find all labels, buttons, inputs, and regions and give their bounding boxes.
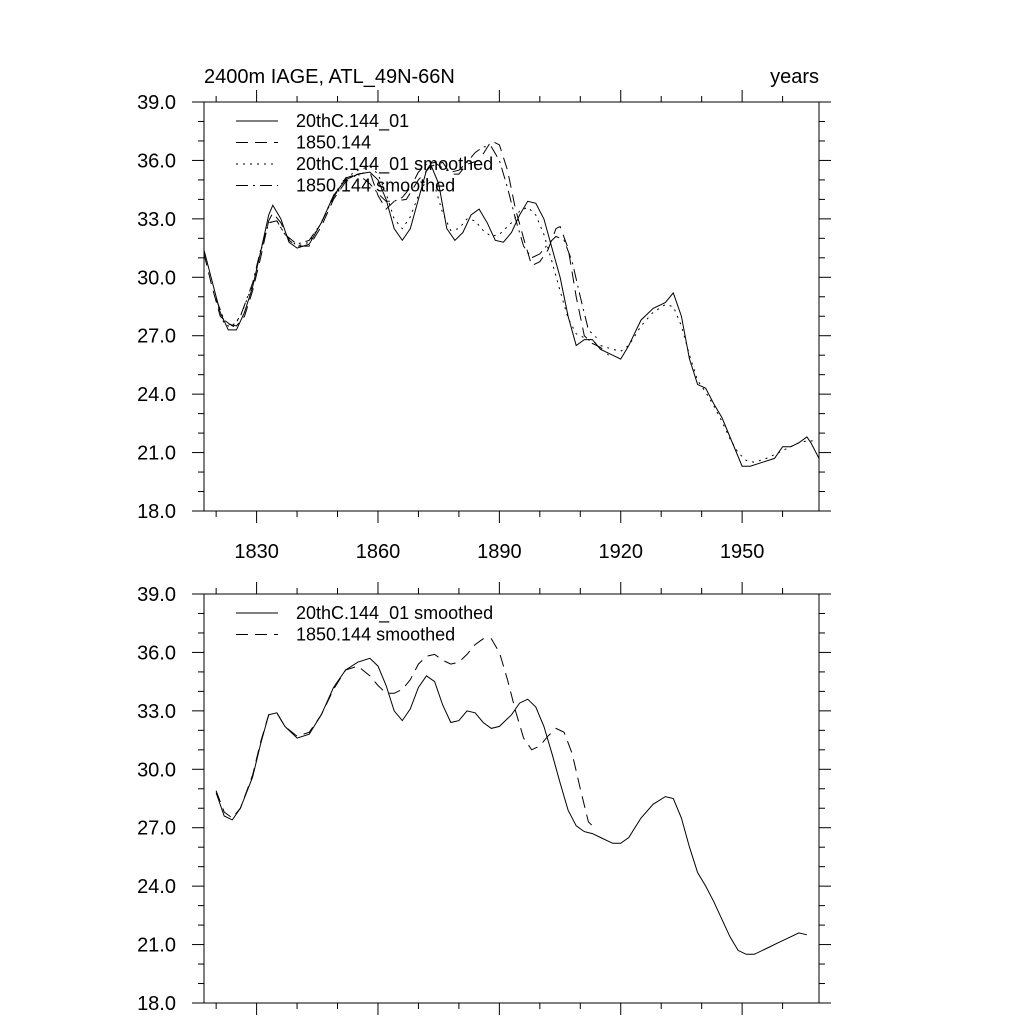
y-tick-label: 39.0 <box>137 584 176 606</box>
y-tick-label: 39.0 <box>137 92 176 114</box>
y-tick-label: 36.0 <box>137 642 176 664</box>
x-tick-label: 1950 <box>720 541 765 563</box>
chart-title: 2400m IAGE, ATL_49N-66N <box>204 66 455 88</box>
x-tick-label: 1920 <box>598 541 643 563</box>
legend-label: 20thC.144_01 <box>296 111 409 132</box>
legend-label: 1850.144 smoothed <box>296 625 455 645</box>
x-tick-label: 1860 <box>356 541 401 563</box>
y-tick-label: 30.0 <box>137 267 176 289</box>
plot-frame <box>203 101 820 512</box>
series-line-20thc-144-01-smoothed <box>215 165 815 463</box>
units-label: years <box>770 66 819 88</box>
series-line-1850-144 <box>204 140 609 356</box>
x-tick-label: 1830 <box>234 541 279 563</box>
y-tick-label: 27.0 <box>137 326 176 348</box>
y-tick-label: 18.0 <box>137 993 176 1015</box>
y-tick-label: 24.0 <box>137 876 176 898</box>
y-tick-label: 27.0 <box>137 818 176 840</box>
series-line-20thc-144-01-smoothed <box>215 657 808 955</box>
y-tick-label: 21.0 <box>137 443 176 465</box>
y-tick-label: 30.0 <box>137 759 176 781</box>
x-tick-label: 1890 <box>477 541 522 563</box>
top-panel: 1830 1860 1890 1920 1950 18.0 21.0 24.0 27.0 30.0… <box>137 90 831 563</box>
series-line-1850-144-smoothed <box>215 146 597 339</box>
y-tick-label: 18.0 <box>137 501 176 523</box>
legend-label: 20thC.144_01 smoothed <box>296 603 493 624</box>
series-line-20thc-144-01 <box>204 163 819 467</box>
series-line-1850-144-smoothed <box>215 638 597 831</box>
bottom-panel: 18.0 21.0 24.0 27.0 30.0 33.0 36.0 39.0 20thC.14… <box>137 582 831 1015</box>
y-tick-label: 36.0 <box>137 150 176 172</box>
y-tick-label: 21.0 <box>137 935 176 957</box>
y-tick-label: 33.0 <box>137 209 176 231</box>
legend-label: 1850.144 smoothed <box>296 176 455 196</box>
legend-label: 1850.144 <box>296 133 371 153</box>
legend-label: 20thC.144_01 smoothed <box>296 154 493 175</box>
plot-frame <box>203 593 820 1004</box>
y-tick-label: 33.0 <box>137 701 176 723</box>
y-tick-label: 24.0 <box>137 384 176 406</box>
